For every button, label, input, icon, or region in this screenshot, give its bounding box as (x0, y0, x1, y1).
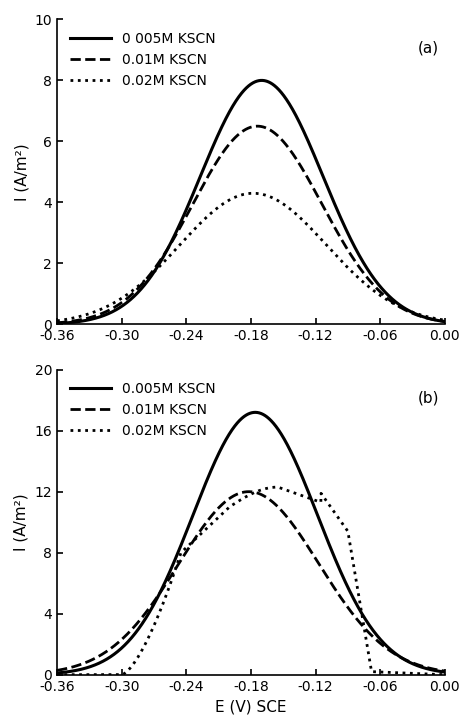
0.02M KSCN (431, 314, 437, 323)
0.02M KSCN (275, 483, 281, 491)
0.005M KSCN (54, 668, 60, 677)
0 005M KSCN (232, 98, 238, 106)
0 005M KSCN (431, 315, 437, 324)
0.02M KSCN (54, 317, 60, 325)
0.01M KSCN (360, 622, 365, 630)
0.01M KSCN (431, 665, 437, 673)
0 005M KSCN (243, 84, 248, 93)
0.02M KSCN (243, 493, 248, 502)
0.02M KSCN (74, 670, 80, 679)
0.02M KSCN (232, 499, 238, 507)
0 005M KSCN (442, 317, 447, 326)
0.005M KSCN (442, 668, 447, 676)
0.02M KSCN (232, 193, 238, 202)
0.01M KSCN (246, 487, 252, 496)
0.005M KSCN (232, 421, 238, 430)
0.01M KSCN (442, 667, 447, 676)
0.02M KSCN (442, 316, 447, 325)
Line: 0.02M KSCN: 0.02M KSCN (57, 193, 445, 321)
0.005M KSCN (360, 610, 365, 619)
0.02M KSCN (431, 314, 437, 323)
0 005M KSCN (54, 319, 60, 328)
0.01M KSCN (74, 316, 80, 325)
0.01M KSCN (431, 315, 437, 324)
0.01M KSCN (243, 125, 248, 134)
Line: 0.01M KSCN: 0.01M KSCN (57, 126, 445, 323)
Line: 0 005M KSCN: 0 005M KSCN (57, 80, 445, 323)
0.02M KSCN (431, 670, 437, 678)
0.02M KSCN (54, 670, 60, 679)
0.005M KSCN (431, 666, 437, 675)
Line: 0.02M KSCN: 0.02M KSCN (57, 487, 445, 675)
0.02M KSCN (360, 277, 365, 286)
Legend: 0 005M KSCN, 0.01M KSCN, 0.02M KSCN: 0 005M KSCN, 0.01M KSCN, 0.02M KSCN (64, 26, 221, 93)
0.02M KSCN (360, 614, 365, 622)
0.01M KSCN (431, 665, 437, 673)
0.005M KSCN (243, 411, 248, 420)
0.01M KSCN (54, 318, 60, 327)
0.01M KSCN (54, 666, 60, 675)
0.01M KSCN (74, 661, 80, 670)
Legend: 0.005M KSCN, 0.01M KSCN, 0.02M KSCN: 0.005M KSCN, 0.01M KSCN, 0.02M KSCN (64, 376, 221, 443)
0.005M KSCN (253, 408, 258, 416)
Y-axis label: I (A/m²): I (A/m²) (14, 494, 29, 551)
0.02M KSCN (243, 189, 248, 198)
0.02M KSCN (431, 670, 437, 678)
0.01M KSCN (360, 267, 365, 276)
0 005M KSCN (360, 257, 365, 266)
0.01M KSCN (243, 488, 248, 496)
0.005M KSCN (74, 666, 80, 675)
0.02M KSCN (74, 313, 80, 322)
Text: (a): (a) (418, 41, 439, 56)
0.02M KSCN (442, 670, 447, 679)
0.02M KSCN (250, 189, 256, 197)
0.01M KSCN (431, 315, 437, 324)
0.01M KSCN (232, 133, 238, 142)
Line: 0.005M KSCN: 0.005M KSCN (57, 412, 445, 673)
0 005M KSCN (431, 315, 437, 324)
Line: 0.01M KSCN: 0.01M KSCN (57, 491, 445, 671)
0 005M KSCN (259, 76, 264, 84)
0.005M KSCN (431, 666, 437, 675)
0 005M KSCN (74, 317, 80, 326)
X-axis label: E (V) SCE: E (V) SCE (215, 699, 287, 714)
0.01M KSCN (442, 317, 447, 326)
Y-axis label: I (A/m²): I (A/m²) (14, 143, 29, 201)
Text: (b): (b) (418, 391, 439, 406)
0.01M KSCN (255, 122, 260, 130)
0.01M KSCN (232, 491, 238, 499)
